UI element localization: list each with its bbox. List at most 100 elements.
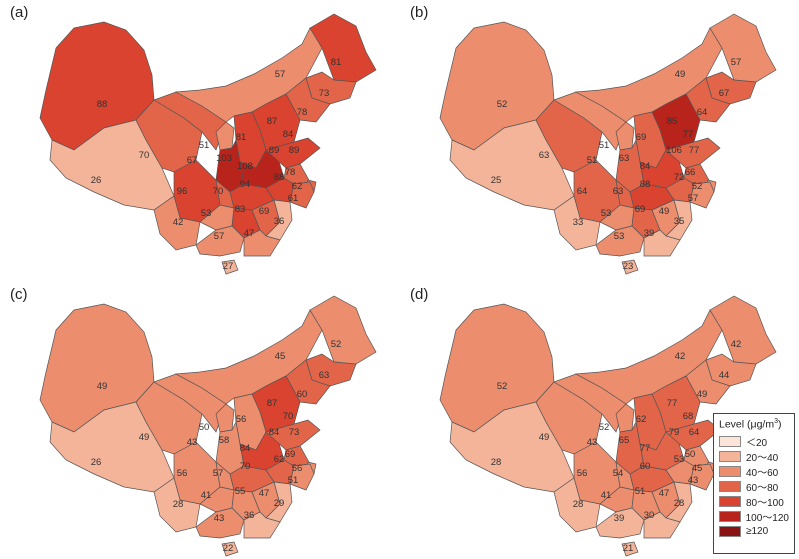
- value-label-hebei: 84: [269, 427, 280, 438]
- value-label-tibet: 28: [491, 457, 502, 468]
- value-label-hainan: 21: [623, 543, 634, 554]
- value-label-jilin: 73: [319, 88, 330, 99]
- value-label-xinjiang: 52: [497, 99, 508, 110]
- value-label-ningxia: 52: [599, 422, 610, 433]
- value-label-innermongolia: 49: [675, 69, 686, 80]
- value-label-chongqing: 70: [213, 186, 224, 197]
- province-guangdong: [243, 229, 281, 257]
- legend-swatch: [719, 435, 741, 447]
- value-label-zhejiang: 43: [688, 475, 699, 486]
- value-label-anhui: 53: [674, 454, 685, 465]
- province-ningxia: [615, 121, 635, 151]
- value-label-innermongolia: 45: [275, 351, 286, 362]
- value-label-hebei: 79: [669, 427, 680, 438]
- legend-item: 60～80: [719, 479, 789, 494]
- value-label-tibet: 25: [491, 175, 502, 186]
- province-yunnan: [553, 477, 601, 533]
- value-label-fujian: 35: [674, 216, 685, 227]
- value-label-guangdong: 47: [244, 228, 255, 239]
- province-yunnan: [153, 477, 201, 533]
- legend-label: ＜20: [746, 437, 768, 449]
- map-panel-b: (b) 52 25 63 51 49 57 67 64 85 77 106 69 51 63 84 77 64 6…: [404, 0, 794, 275]
- value-label-tibet: 26: [91, 175, 102, 186]
- value-label-beijing: 87: [267, 398, 278, 409]
- value-label-anhui: 88: [274, 172, 285, 183]
- value-label-shaanxi: 63: [619, 153, 630, 164]
- value-label-hubei: 60: [640, 461, 651, 472]
- value-label-jiangsu: 50: [685, 449, 696, 460]
- province-guangxi: [195, 225, 245, 257]
- value-label-hubei: 88: [640, 179, 651, 190]
- value-label-guangdong: 36: [244, 510, 255, 521]
- province-guangdong: [643, 511, 681, 539]
- value-label-jilin: 63: [319, 370, 330, 381]
- value-label-anhui: 72: [674, 172, 685, 183]
- value-label-shanxi: 69: [636, 132, 647, 143]
- value-label-shanghai: 52: [692, 181, 703, 192]
- value-label-shandong: 77: [689, 145, 700, 156]
- legend-item: 40～60: [719, 464, 789, 479]
- value-label-gansu: 51: [587, 155, 598, 166]
- value-label-jiangxi: 69: [259, 206, 270, 217]
- value-label-liaoning: 49: [697, 389, 708, 400]
- legend-swatch: [719, 525, 741, 537]
- value-label-shanghai: 45: [692, 463, 703, 474]
- value-label-liaoning: 60: [297, 389, 308, 400]
- value-label-xinjiang: 88: [97, 99, 108, 110]
- value-label-ningxia: 51: [599, 140, 610, 151]
- value-label-hunan: 51: [635, 486, 646, 497]
- value-label-qinghai: 63: [539, 150, 550, 161]
- value-label-shanghai: 56: [292, 463, 303, 474]
- legend-label: 60～80: [746, 482, 779, 494]
- province-guangxi: [595, 225, 645, 257]
- legend-swatch: [719, 495, 741, 507]
- value-label-jiangxi: 49: [659, 206, 670, 217]
- province-innermongolia: [574, 27, 723, 123]
- legend-swatch: [719, 510, 741, 522]
- value-label-jiangsu: 69: [285, 449, 296, 460]
- value-label-zhejiang: 61: [288, 193, 299, 204]
- value-label-jilin: 67: [719, 88, 730, 99]
- value-label-qinghai: 49: [139, 432, 150, 443]
- panel-label: (c): [10, 286, 28, 303]
- province-hainan: [621, 259, 639, 275]
- value-label-hainan: 27: [223, 261, 234, 272]
- province-heilongjiang: [709, 13, 777, 83]
- value-label-jiangxi: 47: [659, 488, 670, 499]
- value-label-chongqing: 63: [613, 186, 624, 197]
- value-label-chongqing: 54: [613, 468, 624, 479]
- legend-item: 20～40: [719, 449, 789, 464]
- value-label-gansu: 67: [187, 155, 198, 166]
- value-label-heilongjiang: 57: [731, 57, 742, 68]
- value-label-zhejiang: 57: [688, 193, 699, 204]
- legend-label: 20～40: [746, 452, 779, 464]
- value-label-beijing: 87: [267, 116, 278, 127]
- value-label-liaoning: 78: [297, 107, 308, 118]
- province-yunnan: [553, 195, 601, 251]
- legend-label: ≥120: [746, 525, 769, 537]
- value-label-qinghai: 49: [539, 432, 550, 443]
- value-label-shaanxi: 103: [216, 153, 232, 164]
- legend-swatch: [719, 450, 741, 462]
- value-label-tianjin: 84: [283, 129, 294, 140]
- value-label-innermongolia: 42: [675, 351, 686, 362]
- province-hainan: [221, 541, 239, 557]
- value-label-fujian: 29: [274, 498, 285, 509]
- value-label-guangxi: 39: [614, 513, 625, 524]
- value-label-shaanxi: 58: [219, 435, 230, 446]
- value-label-guangxi: 43: [214, 513, 225, 524]
- province-heilongjiang: [709, 295, 777, 365]
- map-panel-c: (c) 49 26 49 43 45 52 63 60 87 70 84 56 50 58 84 73 56 57…: [4, 282, 394, 557]
- panel-label: (b): [410, 4, 429, 21]
- value-label-shanxi: 81: [236, 132, 247, 143]
- value-label-tianjin: 77: [683, 129, 694, 140]
- province-heilongjiang: [309, 13, 377, 83]
- value-label-guangdong: 30: [644, 510, 655, 521]
- value-label-henan: 108: [237, 161, 253, 172]
- value-label-gansu: 43: [587, 437, 598, 448]
- legend-label: 80～100: [746, 497, 784, 509]
- province-innermongolia: [174, 27, 323, 123]
- legend-title: Level (μg/m3): [719, 418, 782, 431]
- province-heilongjiang: [309, 295, 377, 365]
